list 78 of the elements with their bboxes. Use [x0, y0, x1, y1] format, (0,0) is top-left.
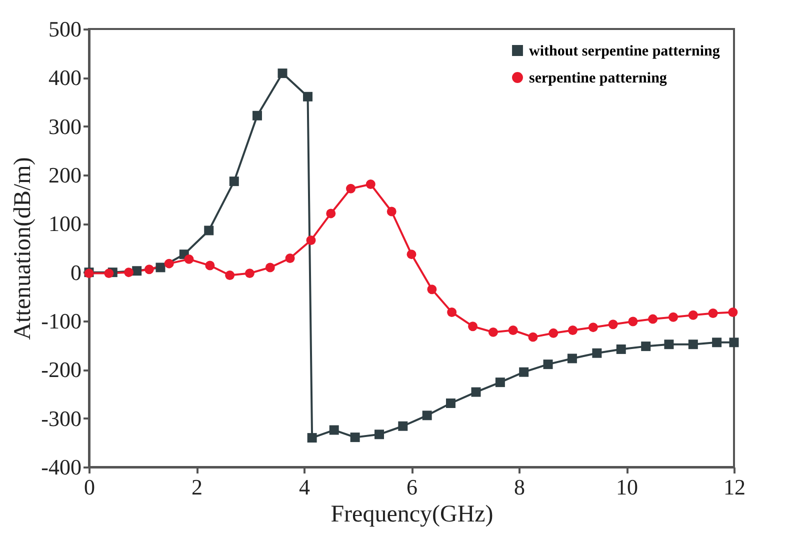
y-tick-label: -300 — [41, 406, 82, 431]
point — [568, 326, 578, 335]
x-tick-label: 8 — [514, 474, 525, 500]
point — [329, 425, 339, 435]
point — [729, 338, 739, 348]
point — [303, 92, 313, 102]
point — [229, 176, 239, 186]
point — [422, 410, 432, 420]
point — [104, 268, 114, 278]
point — [132, 266, 142, 276]
point — [468, 322, 478, 332]
point — [471, 387, 481, 397]
point — [374, 430, 384, 440]
point — [124, 268, 134, 278]
point — [488, 327, 498, 337]
point — [688, 340, 698, 350]
point — [164, 258, 174, 268]
point — [708, 308, 718, 318]
point — [664, 340, 674, 350]
point — [184, 254, 194, 264]
y-tick-label: -100 — [41, 308, 82, 334]
point — [346, 184, 356, 194]
point — [350, 432, 360, 442]
point — [648, 314, 658, 324]
point — [495, 378, 505, 388]
point — [326, 208, 336, 218]
point — [398, 421, 408, 431]
y-tick-label: 200 — [48, 162, 82, 188]
point — [307, 433, 317, 443]
point — [278, 68, 288, 78]
legend-label: without serpentine patterning — [529, 44, 720, 60]
point — [244, 268, 254, 278]
point — [205, 260, 215, 270]
point — [225, 270, 235, 280]
point — [285, 253, 295, 263]
x-tick-label: 2 — [192, 474, 202, 500]
point — [156, 262, 166, 272]
point — [548, 328, 558, 338]
point — [608, 320, 618, 330]
x-tick-label: 6 — [406, 474, 418, 500]
point — [528, 332, 538, 342]
legend-label: serpentine patterning — [529, 70, 668, 86]
y-tick-label: -200 — [41, 357, 82, 382]
point — [616, 344, 626, 354]
x-tick-label: 10 — [616, 474, 638, 500]
y-tick-label: 400 — [48, 65, 82, 90]
point — [712, 338, 722, 348]
point — [567, 354, 577, 364]
point — [628, 316, 638, 326]
point — [543, 360, 553, 370]
y-tick-label: 100 — [48, 211, 82, 236]
point — [592, 348, 602, 358]
y-axis-title: Attenuation(dB/m) — [10, 157, 36, 340]
x-tick-label: 12 — [724, 474, 746, 500]
point — [386, 206, 396, 216]
point — [519, 367, 529, 377]
y-tick-label: 0 — [70, 260, 82, 285]
point — [688, 310, 698, 320]
point — [406, 250, 416, 260]
point — [508, 326, 518, 335]
point — [641, 342, 651, 352]
point — [366, 180, 376, 189]
x-axis-title: Frequency(GHz) — [330, 502, 494, 528]
point — [588, 322, 598, 332]
point — [668, 312, 678, 322]
point — [144, 264, 154, 274]
point — [427, 284, 437, 294]
point — [306, 235, 316, 245]
point — [265, 262, 275, 272]
x-tick-label: 4 — [299, 474, 310, 500]
point — [447, 308, 457, 317]
point — [728, 308, 738, 317]
y-tick-label: -400 — [41, 454, 82, 480]
y-tick-label: 300 — [48, 114, 82, 139]
point — [204, 226, 214, 236]
point — [252, 110, 262, 120]
y-tick-label: 500 — [48, 16, 82, 42]
point — [446, 398, 456, 408]
